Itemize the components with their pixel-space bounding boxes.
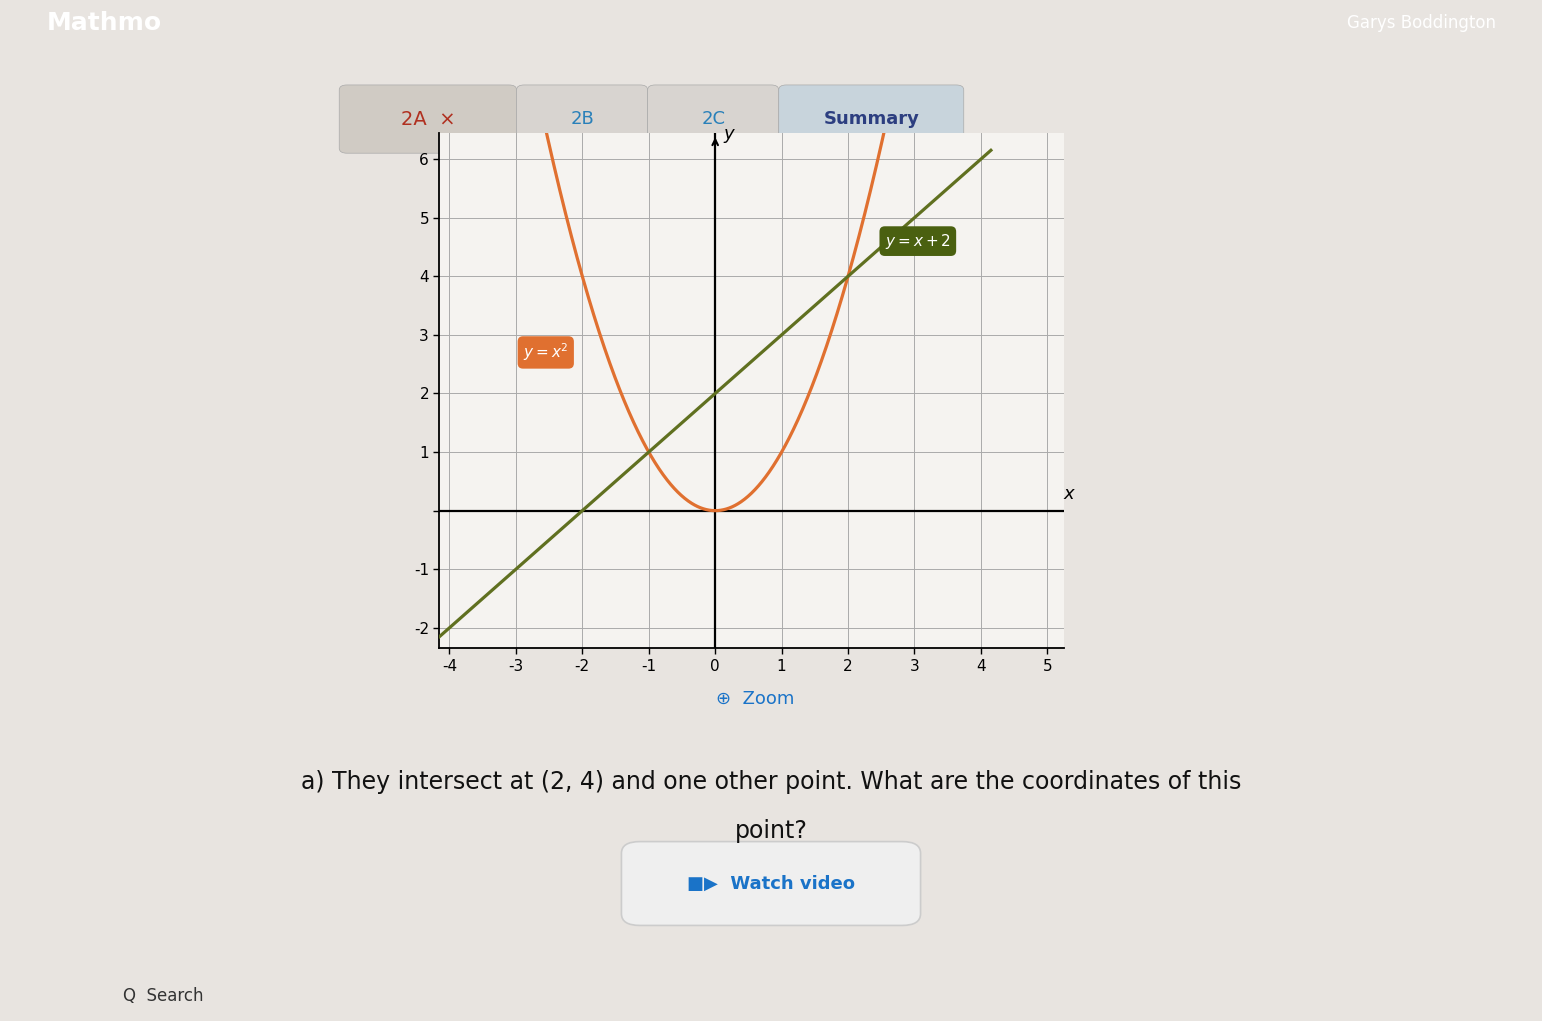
Text: x: x (1064, 485, 1073, 503)
Text: 2B: 2B (571, 110, 594, 128)
Text: Garys Boddington: Garys Boddington (1346, 14, 1496, 32)
Text: a) They intersect at (2, 4) and one other point. What are the coordinates of thi: a) They intersect at (2, 4) and one othe… (301, 770, 1241, 794)
Text: point?: point? (734, 819, 808, 843)
Text: Summary: Summary (823, 110, 919, 128)
Text: 2C: 2C (702, 110, 725, 128)
Text: 2A  ×: 2A × (401, 109, 455, 129)
FancyBboxPatch shape (517, 85, 648, 153)
Text: ⊕  Zoom: ⊕ Zoom (717, 690, 794, 709)
FancyBboxPatch shape (339, 85, 517, 153)
FancyBboxPatch shape (779, 85, 964, 153)
Text: Mathmo: Mathmo (46, 11, 162, 35)
Text: $y = x+2$: $y = x+2$ (885, 232, 951, 250)
FancyBboxPatch shape (648, 85, 779, 153)
Text: Q  Search: Q Search (123, 987, 204, 1006)
Text: ■▶  Watch video: ■▶ Watch video (688, 875, 854, 892)
Text: $y = x^2$: $y = x^2$ (523, 342, 569, 363)
Text: y: y (723, 126, 734, 144)
FancyBboxPatch shape (621, 841, 921, 925)
